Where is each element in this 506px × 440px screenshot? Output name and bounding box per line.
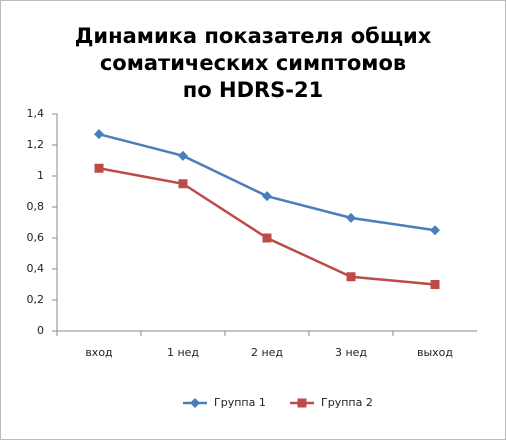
x-tick-label: 1 нед (167, 346, 199, 359)
marker (178, 179, 188, 189)
chart-title: соматических симптомов (100, 51, 406, 75)
y-tick-label: 0,6 (27, 231, 45, 244)
marker (346, 272, 356, 282)
y-tick-label: 1,4 (27, 107, 45, 120)
marker (94, 129, 104, 140)
y-tick-label: 0,2 (27, 293, 45, 306)
y-tick-label: 1 (37, 169, 44, 182)
y-tick-label: 0,8 (27, 200, 45, 213)
y-tick-label: 0,4 (27, 262, 45, 275)
legend-label: Группа 2 (321, 396, 373, 409)
y-tick-label: 1,2 (27, 138, 45, 151)
marker (430, 225, 440, 236)
marker (178, 150, 188, 161)
marker (346, 212, 356, 223)
x-tick-label: 3 нед (335, 346, 367, 359)
marker (94, 163, 104, 173)
y-tick-label: 0 (37, 324, 44, 337)
x-tick-label: вход (85, 346, 113, 359)
marker (262, 191, 272, 202)
chart-title: по HDRS-21 (183, 78, 324, 102)
x-tick-label: 2 нед (251, 346, 283, 359)
marker (430, 280, 440, 289)
marker (190, 398, 200, 408)
marker (262, 233, 272, 243)
marker (297, 398, 307, 408)
chart-title: Динамика показателя общих (75, 24, 432, 48)
x-tick-label: выход (417, 346, 453, 359)
legend-label: Группа 1 (214, 396, 266, 409)
